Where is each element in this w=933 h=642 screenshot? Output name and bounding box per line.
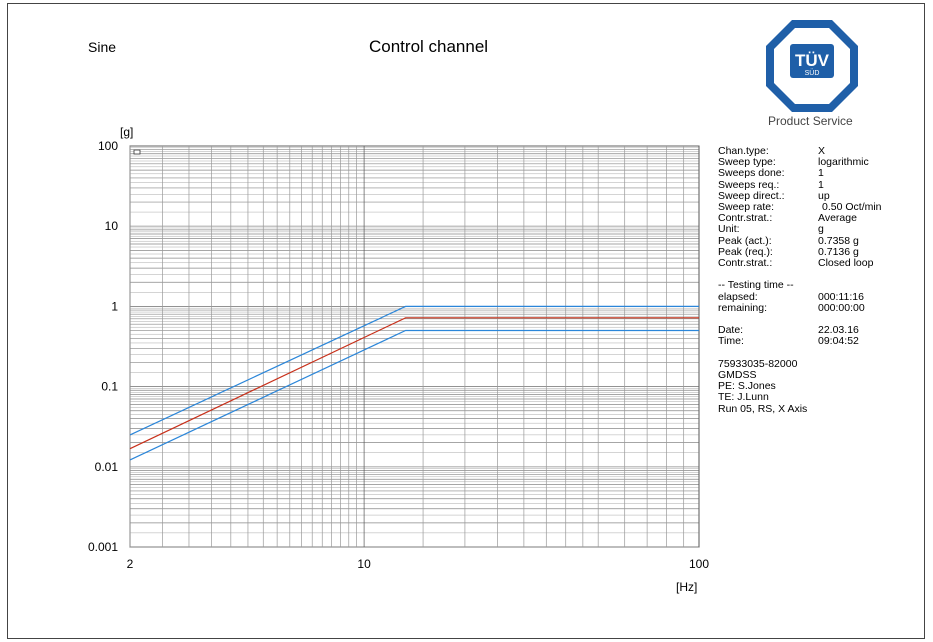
info-value: g bbox=[818, 223, 824, 236]
info-row: Sweep type: logarithmic bbox=[718, 156, 882, 169]
tuv-logo: TÜV SÜD bbox=[766, 20, 858, 112]
test-mode-label: Sine bbox=[88, 39, 117, 55]
note-line: 75933035-82000 bbox=[718, 357, 798, 370]
info-row: remaining: 000:00:00 bbox=[718, 301, 882, 314]
y-tick-label: 100 bbox=[98, 139, 118, 153]
info-label: Date: bbox=[718, 324, 744, 337]
series-line-3 bbox=[129, 329, 699, 461]
info-label: Time: bbox=[718, 335, 744, 348]
info-label: Sweep direct.: bbox=[718, 189, 785, 202]
series-line-1 bbox=[129, 305, 699, 436]
y-axis-label: [g] bbox=[120, 125, 134, 139]
info-panel: Chan.type: X Sweep type: logarithmic Sweep… bbox=[718, 145, 882, 415]
y-tick-label: 0.001 bbox=[88, 540, 118, 554]
info-label: Peak (act.): bbox=[718, 234, 772, 247]
x-tick-label: 100 bbox=[689, 557, 709, 571]
x-tick-label: 10 bbox=[357, 557, 371, 571]
info-row: Time: 09:04:52 bbox=[718, 336, 882, 347]
series-line-2 bbox=[129, 317, 699, 450]
note-line: TE: J.Lunn bbox=[718, 391, 769, 404]
y-tick-label: 1 bbox=[111, 299, 118, 313]
info-label: Sweep type: bbox=[718, 156, 776, 169]
info-label: Peak (req.): bbox=[718, 245, 773, 258]
info-label: Contr.strat.: bbox=[718, 212, 773, 225]
info-value: 22.03.16 bbox=[818, 324, 859, 337]
note-line: Run 05, RS, X Axis bbox=[718, 402, 808, 415]
y-tick-label: 0.1 bbox=[101, 380, 118, 394]
info-row: elapsed: 000:11:16 bbox=[718, 290, 882, 303]
info-value: 0.7358 g bbox=[818, 234, 859, 247]
info-label: Sweeps req.: bbox=[718, 178, 780, 191]
info-row: Sweep rate: 0.50 Oct/min bbox=[718, 201, 882, 214]
info-value: 1 bbox=[818, 167, 824, 180]
info-row: Chan.type: X bbox=[718, 145, 882, 157]
x-axis-label: [Hz] bbox=[676, 580, 698, 594]
info-value: X bbox=[818, 145, 826, 157]
info-label: Sweeps done: bbox=[718, 167, 785, 180]
info-row: Peak (act.): 0.7358 g bbox=[718, 234, 882, 247]
info-row: Sweeps done: 1 bbox=[718, 168, 882, 179]
logo-caption: Product Service bbox=[768, 114, 853, 128]
info-label: remaining: bbox=[718, 301, 768, 314]
info-label: elapsed: bbox=[718, 290, 758, 303]
page-title: Control channel bbox=[369, 37, 489, 56]
note-line: GMDSS bbox=[718, 369, 757, 382]
info-value: Closed loop bbox=[818, 257, 874, 270]
x-tick-label: 2 bbox=[127, 557, 134, 571]
logo-text: TÜV bbox=[795, 51, 830, 70]
info-row: Contr.strat.: Average bbox=[718, 213, 882, 224]
info-value: up bbox=[818, 189, 830, 202]
info-value: logarithmic bbox=[818, 156, 869, 169]
info-value: 000:00:00 bbox=[818, 301, 865, 314]
y-tick-label: 0.01 bbox=[95, 460, 119, 474]
info-value: 1 bbox=[818, 178, 824, 191]
info-row: Unit: g bbox=[718, 224, 882, 235]
y-tick-label: 10 bbox=[105, 219, 119, 233]
page-frame bbox=[7, 3, 925, 639]
info-value: Average bbox=[818, 212, 857, 225]
logo-subtext: SÜD bbox=[805, 69, 820, 77]
testing-time-header: -- Testing time -- bbox=[718, 279, 794, 292]
info-row: Contr.strat.: Closed loop bbox=[718, 257, 882, 270]
plot-area bbox=[129, 145, 700, 548]
info-label: Contr.strat.: bbox=[718, 257, 773, 270]
info-row: Peak (req.): 0.7136 g bbox=[718, 245, 882, 258]
info-label: Sweep rate: bbox=[718, 201, 775, 214]
info-value: 000:11:16 bbox=[818, 290, 864, 303]
info-label: Chan.type: bbox=[718, 145, 769, 157]
info-row: Sweep direct.: up bbox=[718, 189, 882, 202]
info-value: 0.7136 g bbox=[818, 245, 859, 258]
note-line: PE: S.Jones bbox=[718, 380, 776, 393]
info-value: 0.50 Oct/min bbox=[822, 201, 882, 214]
info-label: Unit: bbox=[718, 223, 740, 236]
info-value: 09:04:52 bbox=[818, 335, 859, 348]
info-row: Sweeps req.: 1 bbox=[718, 178, 882, 191]
info-row: Date: 22.03.16 bbox=[718, 325, 882, 336]
plot-marker bbox=[133, 149, 141, 155]
